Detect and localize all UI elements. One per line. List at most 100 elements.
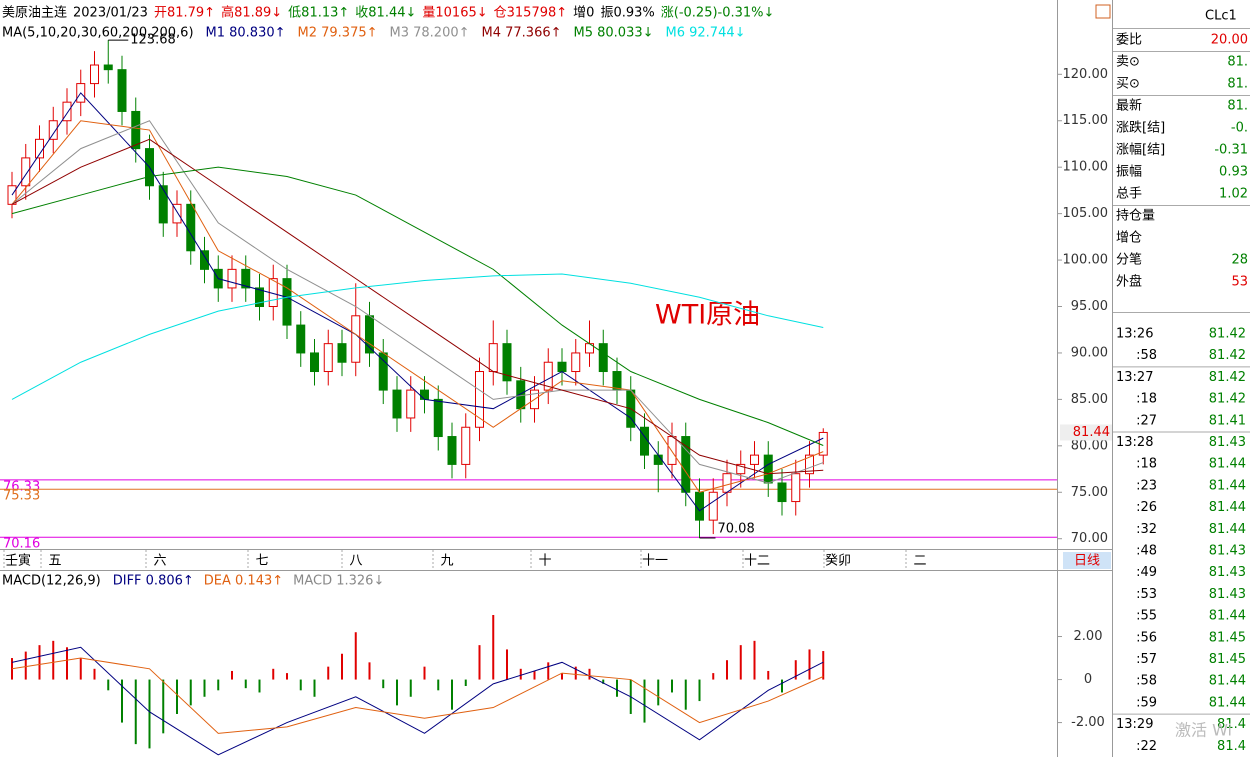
candle-body	[420, 389, 429, 400]
trade-price: 81.41	[1209, 413, 1246, 428]
ma-line	[11, 273, 824, 400]
quote-value: 81.	[1227, 99, 1248, 114]
candle-body	[557, 361, 567, 373]
quote-value: 0.93	[1219, 165, 1248, 180]
y-tick-label: 110.00	[1063, 160, 1109, 175]
quote-label: 委比	[1116, 33, 1142, 48]
macd-line	[11, 646, 824, 756]
os-watermark: 激活 Wi	[1175, 721, 1232, 740]
time-label: 十二	[744, 554, 770, 569]
ma-title: MA(5,10,20,30,60,200,200,6)	[2, 26, 194, 41]
annotation: 123.68	[130, 33, 176, 48]
ma-line	[11, 166, 824, 446]
trade-price: 81.44	[1209, 457, 1246, 472]
level-label: 70.16	[3, 537, 40, 552]
macd-legend: MACD 1.326↓	[293, 574, 384, 589]
last-price-box	[1060, 424, 1112, 441]
candle-body	[488, 343, 498, 373]
period-button[interactable]	[1063, 552, 1111, 569]
y-tick-label: 100.00	[1063, 253, 1109, 268]
period-label: 日线	[1074, 554, 1100, 569]
quote-label: 涨跌[结]	[1116, 120, 1165, 136]
trade-time: :18	[1136, 457, 1157, 472]
candle-body	[502, 343, 512, 382]
quote-value: 28	[1231, 253, 1248, 268]
trade-price: 81.4	[1217, 739, 1246, 754]
y-tick-label: 75.00	[1071, 485, 1108, 500]
y-tick-label: 80.00	[1071, 438, 1108, 453]
quote-label: 涨幅[结]	[1116, 143, 1165, 158]
ma-line	[11, 138, 824, 475]
trade-time: 13:28	[1116, 435, 1153, 450]
y-tick-label: 95.00	[1071, 299, 1108, 314]
candle-body	[681, 436, 691, 493]
header-item: 收81.44↓	[355, 6, 416, 21]
candle-body	[62, 101, 72, 122]
trade-time: :18	[1136, 392, 1157, 407]
trade-price: 81.42	[1209, 370, 1246, 385]
trade-time: :32	[1136, 522, 1157, 537]
time-label: 二	[913, 554, 926, 569]
quote-value: -0.31	[1214, 143, 1248, 158]
symbol: CLc1	[1205, 9, 1237, 24]
quote-label: 振幅	[1116, 165, 1142, 180]
last-price: 81.44	[1073, 425, 1110, 440]
quote-value: -0.	[1231, 121, 1248, 136]
window-button[interactable]	[1095, 4, 1111, 19]
quote-value: 81.	[1227, 77, 1248, 92]
candle-body	[791, 473, 801, 503]
candle-body	[805, 454, 814, 475]
candle-body	[763, 454, 773, 484]
trade-time: :53	[1136, 587, 1157, 602]
time-label: 壬寅	[5, 553, 31, 569]
candle-body	[378, 352, 388, 391]
time-label: 六	[153, 554, 166, 569]
header-item: 增0	[573, 6, 594, 21]
macd-title: MACD(12,26,9)	[2, 574, 101, 589]
time-label: 八	[349, 554, 362, 569]
time-label: 九	[440, 554, 453, 569]
y-tick-label: 105.00	[1063, 206, 1109, 221]
header-item: 开81.79↑	[154, 6, 215, 21]
candle-body	[21, 157, 31, 187]
ma-legend: M3 78.200↑	[390, 26, 470, 41]
header-item: 美原油主连	[2, 5, 67, 21]
candle-body	[255, 287, 264, 308]
time-label: 十	[538, 554, 551, 569]
trade-time: 13:27	[1116, 370, 1153, 385]
level-label: 75.33	[3, 489, 40, 504]
candle-body	[337, 343, 347, 363]
macd-legend: DIFF 0.806↑	[113, 574, 194, 589]
trade-price: 81.45	[1209, 630, 1246, 645]
candle-body	[653, 454, 663, 465]
y-tick-label: 70.00	[1071, 531, 1108, 546]
trade-time: :23	[1136, 478, 1157, 493]
level-label: 76.33	[3, 479, 40, 494]
quote-value: 1.02	[1219, 187, 1248, 202]
ma-legend: M4 77.366↑	[482, 26, 562, 41]
trade-price: 81.44	[1209, 674, 1246, 689]
header-item: 2023/01/23	[73, 6, 148, 21]
trade-price: 81.42	[1209, 348, 1246, 363]
candle-body	[186, 203, 196, 252]
candle-body	[612, 371, 622, 391]
trade-price: 81.4	[1217, 717, 1246, 732]
candle-body	[392, 389, 402, 419]
quote-label: 买⊙	[1116, 77, 1140, 92]
candle-body	[172, 203, 182, 224]
trade-time: :48	[1136, 544, 1157, 559]
trade-time: :58	[1136, 674, 1157, 689]
candle-body	[200, 250, 209, 270]
time-label: 七	[255, 554, 268, 569]
header-item: 涨(-0.25)-0.31%↓	[661, 6, 775, 21]
ma-line	[11, 120, 824, 484]
trade-time: :26	[1136, 500, 1157, 515]
trade-time: :55	[1136, 609, 1157, 624]
trade-time: 13:26	[1116, 327, 1153, 342]
candle-body	[708, 491, 718, 521]
time-label: 癸卯	[825, 554, 851, 569]
header-item: 量10165↓	[422, 6, 487, 21]
trade-price: 81.43	[1209, 565, 1246, 580]
candle-body	[406, 389, 416, 419]
